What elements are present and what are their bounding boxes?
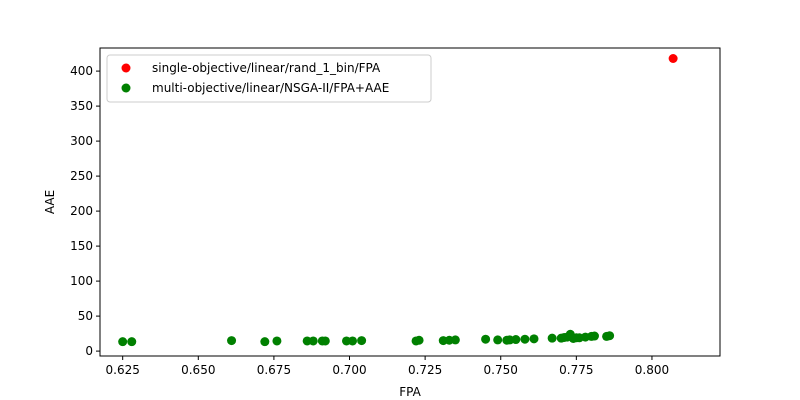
x-tick-label: 0.800	[635, 363, 669, 377]
x-tick-label: 0.750	[484, 363, 518, 377]
legend-label: single-objective/linear/rand_1_bin/FPA	[152, 61, 381, 75]
x-tick-label: 0.700	[332, 363, 366, 377]
x-tick-label: 0.625	[106, 363, 140, 377]
data-point-multi-objective	[450, 335, 460, 345]
legend-marker	[121, 63, 131, 73]
x-axis-ticks: 0.625 0.650 0.675 0.700 0.725 0.750 0.775 0.800	[106, 356, 669, 377]
data-point-multi-objective	[227, 336, 237, 346]
data-point-multi-objective	[272, 336, 282, 346]
y-axis-label: AAE	[43, 190, 57, 214]
y-tick-label: 250	[70, 169, 93, 183]
data-point-multi-objective	[308, 336, 318, 346]
data-point-multi-objective	[547, 333, 557, 343]
data-point-multi-objective	[414, 335, 424, 345]
data-point-multi-objective	[493, 335, 503, 345]
legend-label: multi-objective/linear/NSGA-II/FPA+AAE	[152, 81, 389, 95]
y-tick-label: 350	[70, 99, 93, 113]
legend-box	[106, 54, 432, 103]
data-point-multi-objective	[260, 337, 270, 347]
y-tick-label: 400	[70, 64, 93, 78]
data-point-multi-objective	[118, 337, 128, 347]
x-axis-label: FPA	[399, 385, 421, 399]
data-point-multi-objective	[520, 334, 530, 344]
y-tick-label: 150	[70, 239, 93, 253]
x-tick-label: 0.725	[408, 363, 442, 377]
data-point-multi-objective	[589, 331, 599, 341]
y-axis-ticks: 0 50 100 150 200 250 300 350 400	[70, 64, 100, 358]
y-tick-label: 200	[70, 204, 93, 218]
data-point-multi-objective	[605, 331, 615, 341]
data-point-multi-objective	[357, 336, 367, 346]
legend-marker	[121, 83, 131, 93]
y-tick-label: 50	[78, 309, 93, 323]
data-point-multi-objective	[511, 335, 521, 345]
y-tick-label: 0	[85, 344, 93, 358]
data-point-multi-objective	[481, 334, 491, 344]
x-tick-label: 0.650	[181, 363, 215, 377]
data-point-multi-objective	[320, 336, 330, 346]
y-tick-label: 300	[70, 134, 93, 148]
data-point-multi-objective	[529, 334, 539, 344]
plot-frame	[99, 47, 721, 357]
data-point-multi-objective	[127, 337, 137, 347]
data-point-multi-objective	[348, 336, 358, 346]
legend: single-objective/linear/rand_1_bin/FPAmu…	[106, 54, 432, 103]
x-tick-label: 0.675	[257, 363, 291, 377]
x-tick-label: 0.775	[559, 363, 593, 377]
y-tick-label: 100	[70, 274, 93, 288]
data-points	[118, 54, 678, 347]
data-point-single-objective	[668, 54, 678, 63]
